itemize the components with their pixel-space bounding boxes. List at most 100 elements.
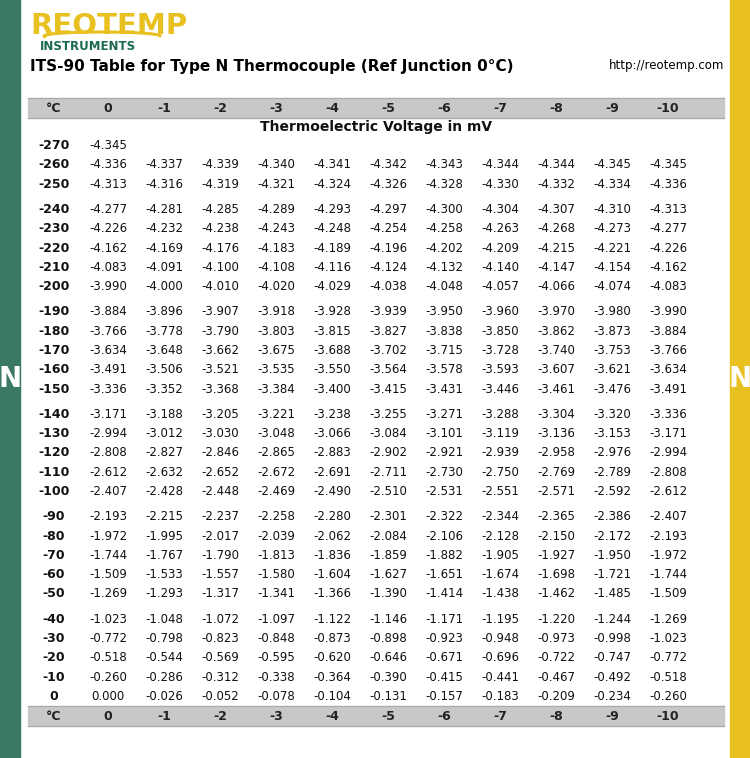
Text: -3.461: -3.461 [537,383,575,396]
Text: -2.150: -2.150 [537,530,575,543]
Text: -80: -80 [43,530,65,543]
Text: -4.124: -4.124 [369,261,407,274]
Text: -4.339: -4.339 [201,158,239,171]
Text: -0.286: -0.286 [145,671,183,684]
Text: -2.976: -2.976 [593,446,631,459]
Text: -4.226: -4.226 [89,222,127,235]
Text: -120: -120 [38,446,70,459]
Text: -1.146: -1.146 [369,612,407,625]
Text: -0.646: -0.646 [369,651,407,664]
Text: -1.557: -1.557 [201,568,239,581]
Text: -2.469: -2.469 [257,485,295,498]
Text: -1.744: -1.744 [649,568,687,581]
Text: -50: -50 [43,587,65,600]
Text: -3.221: -3.221 [257,408,295,421]
Text: -1.072: -1.072 [201,612,239,625]
Text: -3.288: -3.288 [482,408,519,421]
Text: -3.336: -3.336 [649,408,687,421]
Text: -4.321: -4.321 [257,177,295,191]
Text: -1.972: -1.972 [89,530,127,543]
Text: -4.147: -4.147 [537,261,575,274]
Text: -3.715: -3.715 [425,344,463,357]
Text: -1.023: -1.023 [89,612,127,625]
Text: -150: -150 [38,383,70,396]
Text: -200: -200 [38,280,70,293]
Text: -1.269: -1.269 [649,612,687,625]
Text: -40: -40 [43,612,65,625]
Text: -1.317: -1.317 [201,587,239,600]
Text: -3.564: -3.564 [369,363,407,376]
Text: -4.243: -4.243 [257,222,295,235]
Text: -4.140: -4.140 [481,261,519,274]
Text: -0.260: -0.260 [89,671,127,684]
Text: -4.304: -4.304 [481,203,519,216]
Text: -4.091: -4.091 [145,261,183,274]
Text: -3.415: -3.415 [369,383,407,396]
Text: -1.509: -1.509 [649,587,687,600]
Text: -0.026: -0.026 [145,690,183,703]
Text: -4.310: -4.310 [593,203,631,216]
Text: -2.571: -2.571 [537,485,575,498]
Text: -4.196: -4.196 [369,242,407,255]
Text: -1: -1 [157,102,171,114]
Text: -9: -9 [605,102,619,114]
Text: -3.939: -3.939 [369,305,407,318]
Text: -2.237: -2.237 [201,510,239,523]
Text: -0.364: -0.364 [313,671,351,684]
Text: N: N [728,365,750,393]
Text: -0.620: -0.620 [313,651,351,664]
Text: -4.263: -4.263 [481,222,519,235]
Text: -0.209: -0.209 [537,690,575,703]
Text: -1.767: -1.767 [145,549,183,562]
Text: -2.039: -2.039 [257,530,295,543]
Text: -2: -2 [213,102,227,114]
Text: -4.336: -4.336 [649,177,687,191]
Bar [730,0,750,758]
Text: REOTEMP: REOTEMP [30,12,188,40]
Text: -3.048: -3.048 [257,428,295,440]
Text: -10: -10 [657,709,680,722]
Text: -90: -90 [43,510,65,523]
Text: -3.827: -3.827 [369,324,407,338]
Text: -8: -8 [549,709,562,722]
Text: N: N [0,365,22,393]
Text: -3.778: -3.778 [145,324,183,338]
Text: -3.728: -3.728 [481,344,519,357]
Text: -4.083: -4.083 [649,280,687,293]
Text: -3.621: -3.621 [593,363,631,376]
Text: -2.365: -2.365 [537,510,575,523]
Text: -3.634: -3.634 [89,344,127,357]
Text: °C: °C [46,102,62,114]
Text: -1.195: -1.195 [481,612,519,625]
Text: -1.995: -1.995 [145,530,183,543]
Text: -230: -230 [38,222,70,235]
Text: -1.462: -1.462 [537,587,575,600]
Text: -1.366: -1.366 [313,587,351,600]
Text: -4.307: -4.307 [537,203,575,216]
Text: -4.010: -4.010 [201,280,239,293]
Text: -3.607: -3.607 [537,363,575,376]
Text: -4.232: -4.232 [145,222,183,235]
Text: -3.950: -3.950 [425,305,463,318]
Text: -4.268: -4.268 [537,222,575,235]
Text: -2.106: -2.106 [425,530,463,543]
Text: -0.131: -0.131 [369,690,407,703]
Text: -6: -6 [437,709,451,722]
Text: -4.154: -4.154 [593,261,631,274]
Text: -3.205: -3.205 [201,408,238,421]
Text: -4.297: -4.297 [369,203,407,216]
Text: -0.157: -0.157 [425,690,463,703]
Text: -4.345: -4.345 [593,158,631,171]
Text: -4.189: -4.189 [313,242,351,255]
Text: -4.319: -4.319 [201,177,239,191]
Text: -3.476: -3.476 [593,383,631,396]
Text: -4.020: -4.020 [257,280,295,293]
Text: -1.341: -1.341 [257,587,295,600]
Text: -2.691: -2.691 [313,465,351,479]
Text: -1.097: -1.097 [257,612,295,625]
Text: -160: -160 [38,363,70,376]
Text: -4.277: -4.277 [649,222,687,235]
Text: -3: -3 [269,102,283,114]
Text: -4.344: -4.344 [481,158,519,171]
Text: -4.344: -4.344 [537,158,575,171]
